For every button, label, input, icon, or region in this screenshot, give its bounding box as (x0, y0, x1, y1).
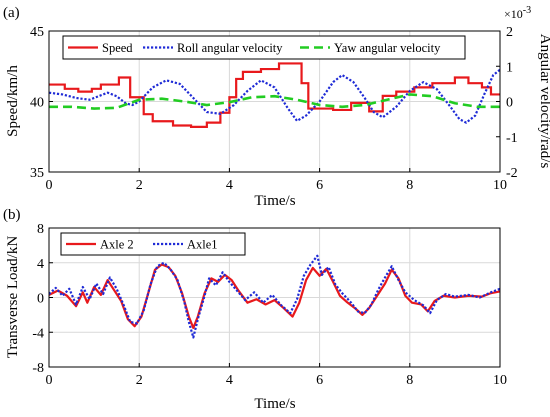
legend-label: Axle1 (187, 238, 218, 252)
y-tick-label: 35 (30, 166, 44, 181)
x-tick-label: 8 (406, 373, 413, 388)
y-tick-label: -8 (32, 361, 44, 376)
legend-label: Yaw angular velocity (334, 41, 441, 55)
panel-a-label: (a) (3, 5, 20, 21)
x-tick-label: 2 (136, 373, 143, 388)
legend-label: Speed (102, 41, 133, 55)
panel-a-xlabel: Time/s (254, 193, 295, 209)
y-right-tick-label: 2 (506, 25, 513, 40)
panel-b-ticks: 0 2 4 6 8 10 -8 -4 0 4 8 (32, 222, 507, 388)
panel-b-transverse-load: 0 2 4 6 8 10 -8 -4 0 4 8 (b) Transverse Load/kN Ti… (3, 207, 507, 412)
x-tick-label: 0 (46, 373, 53, 388)
x-tick-label: 4 (226, 178, 233, 193)
panel-a-ticks: 0 2 4 6 8 10 35 40 45 -2 -1 0 1 2 (30, 25, 518, 193)
panel-b-label: (b) (3, 207, 21, 223)
y-tick-label: 40 (30, 96, 44, 111)
panel-b-legend: Axle 2 Axle1 (60, 232, 246, 256)
legend-label: Roll angular velocity (177, 41, 283, 55)
x-tick-label: 0 (46, 178, 53, 193)
y-tick-label: 0 (37, 292, 44, 307)
panel-b-series (49, 254, 500, 339)
x-tick-label: 2 (136, 178, 143, 193)
y-right-tick-label: -1 (506, 131, 518, 146)
panel-a-ylabel: Speed/km/h (5, 65, 21, 137)
x-tick-label: 10 (493, 178, 507, 193)
panel-a-series (49, 62, 500, 128)
panel-a-speed-angular-velocity: 0 2 4 6 8 10 35 40 45 -2 -1 0 1 2 (a) Speed/km/h Angu… (3, 5, 550, 209)
panel-a-legend: Speed Roll angular velocity Yaw angular ve… (62, 35, 466, 60)
y-right-tick-label: -2 (506, 166, 518, 181)
panel-b-ylabel: Transverse Load/kN (5, 236, 21, 359)
x-tick-label: 4 (226, 373, 233, 388)
y-tick-label: 45 (30, 25, 44, 40)
y-right-tick-label: 0 (506, 96, 513, 111)
series-line-yaw-angular-velocity (49, 93, 500, 110)
y-tick-label: 4 (37, 257, 44, 272)
panel-a-ylabel-right: Angular velocity/rad/s (537, 34, 550, 169)
series-line-roll-angular-velocity (49, 68, 500, 124)
y-tick-label: -4 (32, 326, 44, 341)
y-tick-label: 8 (37, 222, 44, 237)
y-right-tick-label: 1 (506, 60, 513, 75)
series-line-axle1 (49, 254, 500, 339)
legend-box (62, 35, 466, 60)
series-line-speed (49, 62, 500, 128)
x-tick-label: 6 (316, 178, 323, 193)
x-tick-label: 10 (493, 373, 507, 388)
x-tick-label: 8 (406, 178, 413, 193)
x-tick-label: 6 (316, 373, 323, 388)
panel-b-xlabel: Time/s (254, 396, 295, 412)
legend-label: Axle 2 (100, 238, 134, 252)
